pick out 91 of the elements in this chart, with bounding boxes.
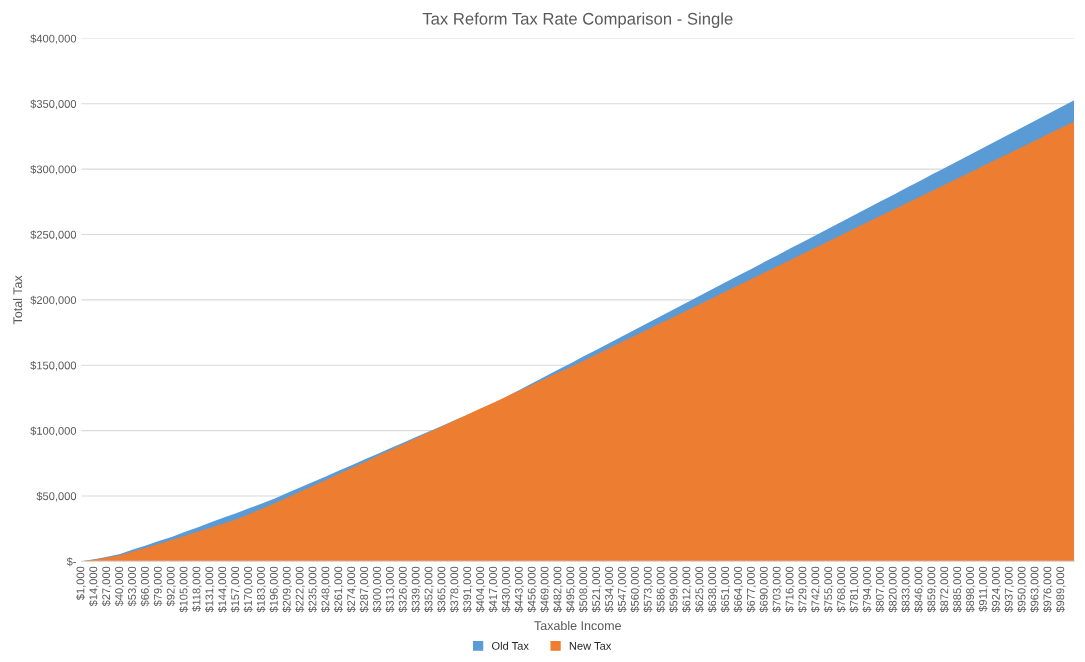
x-tick-label: $742,000 [810,566,821,613]
y-axis-title: Total Tax [12,275,23,325]
x-tick-label: $482,000 [553,566,563,613]
chart-title: Tax Reform Tax Rate Comparison - Single [422,12,733,28]
y-tick-label: $- [66,557,77,567]
x-tick-label: $547,000 [617,566,628,613]
x-tick-label: $79,000 [153,566,164,607]
x-tick-label: $300,000 [372,566,383,613]
x-tick-label: $53,000 [127,566,138,607]
x-tick-label: $872,000 [939,566,950,613]
y-tick-label: $150,000 [30,361,77,371]
x-tick-label: $183,000 [256,566,267,613]
x-tick-label: $794,000 [862,566,873,613]
x-tick-label: $105,000 [179,566,189,613]
x-tick-label: $144,000 [217,566,228,613]
x-tick-label: $222,000 [295,566,305,613]
x-tick-label: $885,000 [952,566,963,613]
x-tick-label: $157,000 [230,566,241,613]
x-tick-label: $534,000 [604,566,615,613]
x-tick-label: $638,000 [707,566,718,613]
x-tick-label: $196,000 [269,566,280,613]
x-tick-label: $391,000 [462,566,473,613]
x-tick-label: $586,000 [656,566,666,613]
x-tick-label: $92,000 [166,566,176,607]
x-tick-label: $326,000 [398,566,408,613]
x-tick-label: $352,000 [424,566,434,613]
y-tick-label: $400,000 [30,34,77,44]
x-tick-label: $833,000 [901,566,911,613]
x-tick-label: $703,000 [772,566,782,613]
x-tick-label: $27,000 [101,566,112,607]
x-tick-label: $469,000 [540,566,550,613]
y-tick-label: $250,000 [30,230,77,240]
x-tick-label: $235,000 [308,566,318,613]
x-tick-label: $560,000 [630,566,641,613]
x-tick-label: $846,000 [914,566,924,613]
x-tick-label: $1,000 [76,566,86,601]
x-tick-label: $807,000 [875,566,886,613]
x-tick-label: $859,000 [926,566,937,613]
x-tick-label: $781,000 [849,566,860,613]
x-tick-label: $599,000 [669,566,679,613]
x-tick-label: $404,000 [475,566,486,613]
y-tick-label: $350,000 [30,99,77,110]
x-tick-label: $248,000 [320,566,331,613]
x-tick-label: $521,000 [591,566,602,613]
x-tick-label: $131,000 [204,566,215,613]
x-tick-label: $937,000 [1004,566,1014,613]
x-tick-label: $625,000 [694,566,705,613]
x-tick-label: $261,000 [333,566,344,613]
x-tick-label: $313,000 [385,566,396,613]
x-tick-label: $378,000 [449,566,460,613]
x-tick-label: $170,000 [243,566,254,613]
x-tick-label: $417,000 [488,566,499,613]
x-tick-label: $274,000 [346,566,357,613]
x-axis-title: Taxable Income [534,620,621,631]
y-tick-label: $300,000 [30,164,77,175]
x-tick-label: $976,000 [1043,566,1053,613]
x-tick-label: $820,000 [888,566,898,613]
x-tick-label: $365,000 [437,566,447,613]
x-tick-label: $924,000 [991,566,1002,613]
y-tick-label: $200,000 [30,295,77,306]
x-tick-label: $508,000 [578,566,589,613]
x-tick-label: $677,000 [746,566,757,613]
x-tick-label: $716,000 [785,566,795,613]
legend-label: New Tax [569,642,612,650]
y-tick-label: $100,000 [30,426,77,437]
x-tick-label: $729,000 [798,566,808,613]
x-tick-label: $573,000 [643,566,653,613]
x-tick-label: $664,000 [733,566,744,613]
x-tick-label: $989,000 [1055,566,1066,613]
x-tick-label: $40,000 [114,566,125,607]
x-tick-label: $651,000 [720,566,731,613]
x-tick-label: $612,000 [682,566,692,613]
x-tick-label: $495,000 [565,566,576,613]
x-tick-label: $755,000 [823,566,834,613]
x-tick-label: $443,000 [514,566,525,613]
x-tick-label: $339,000 [411,566,421,613]
x-tick-label: $287,000 [359,566,370,613]
x-tick-label: $456,000 [527,566,537,613]
legend-label: Old Tax [491,641,529,650]
x-tick-label: $768,000 [836,566,847,613]
x-tick-label: $209,000 [282,566,292,613]
x-tick-label: $690,000 [759,566,770,613]
x-tick-label: $950,000 [1017,566,1027,613]
x-tick-label: $118,000 [192,566,202,612]
x-tick-label: $898,000 [965,566,976,613]
y-tick-label: $50,000 [36,491,77,502]
x-tick-label: $430,000 [501,566,512,613]
x-tick-label: $963,000 [1030,566,1040,613]
x-tick-label: $14,000 [88,566,99,607]
x-tick-label: $66,000 [140,566,151,607]
x-tick-label: $911,000 [978,566,989,612]
